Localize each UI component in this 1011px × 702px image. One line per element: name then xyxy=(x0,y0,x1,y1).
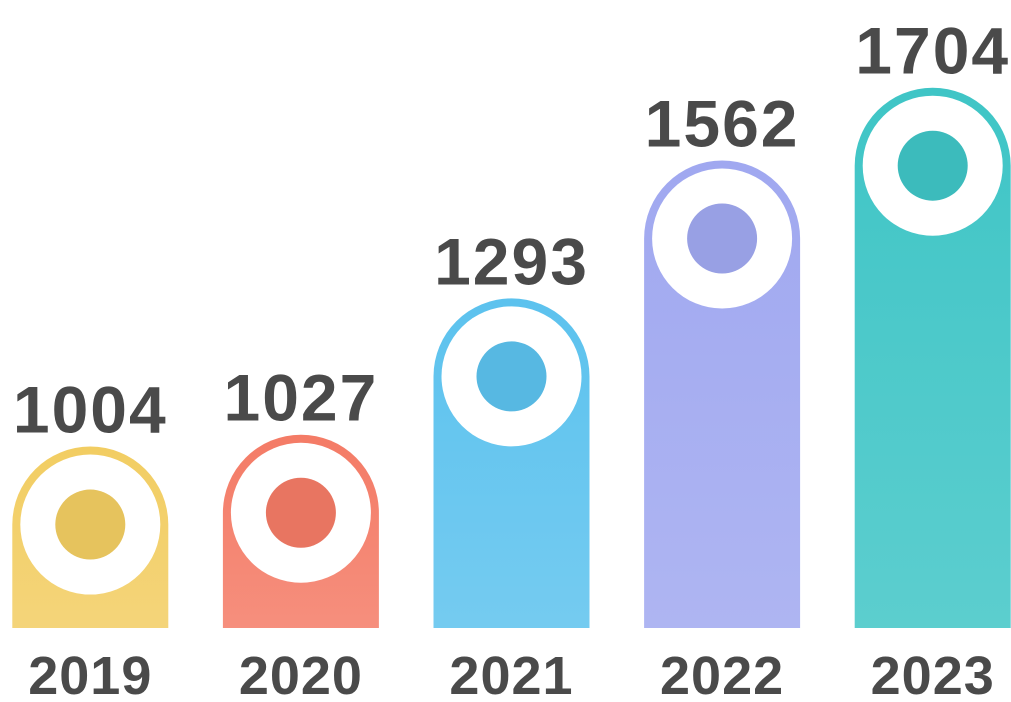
dot xyxy=(55,489,126,560)
value-label: 1293 xyxy=(434,224,589,298)
x-tick-label: 2023 xyxy=(871,646,995,702)
value-label: 1704 xyxy=(855,14,1010,88)
value-label: 1562 xyxy=(645,86,800,160)
dot xyxy=(265,477,336,548)
x-tick-label: 2021 xyxy=(449,646,573,702)
dot xyxy=(687,203,758,274)
dot xyxy=(897,130,968,201)
value-label: 1027 xyxy=(223,361,378,435)
x-tick-label: 2020 xyxy=(239,646,363,702)
value-label: 1004 xyxy=(13,373,168,447)
x-tick-label: 2022 xyxy=(660,646,784,702)
dot xyxy=(476,341,547,412)
x-tick-label: 2019 xyxy=(28,646,152,702)
